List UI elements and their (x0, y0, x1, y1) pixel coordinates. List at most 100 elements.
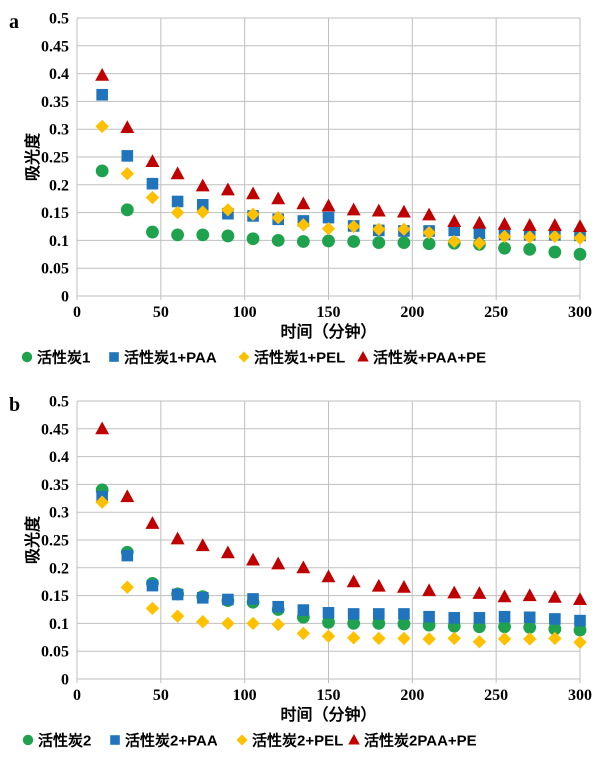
legend-item-label: 活性炭2+PEL (252, 732, 343, 750)
data-point-diamond (271, 617, 285, 632)
data-point-triangle (472, 215, 487, 229)
data-point-circle (171, 228, 185, 242)
data-point-square (247, 593, 259, 605)
data-point-square (146, 579, 159, 592)
data-point-circle (221, 229, 235, 243)
data-point-circle (372, 236, 386, 250)
data-point-square (574, 614, 586, 627)
data-point-diamond (447, 234, 461, 249)
y-tick-label: 0.5 (49, 394, 69, 411)
legend-marker-square (110, 735, 120, 745)
series-circle (95, 483, 587, 637)
y-tick-label: 0.05 (41, 261, 69, 278)
data-point-square (297, 604, 310, 616)
data-point-triangle (573, 219, 587, 233)
data-point-diamond (346, 219, 361, 234)
legend-marker-circle (21, 351, 33, 363)
data-point-triangle (145, 154, 160, 167)
y-tick-label: 0 (61, 289, 69, 306)
data-point-triangle (246, 552, 261, 566)
data-point-diamond (523, 230, 537, 244)
x-tick-label: 300 (568, 304, 592, 321)
data-point-circle (347, 235, 361, 248)
data-point-diamond (170, 205, 185, 220)
legend-marker-square (109, 352, 119, 362)
data-point-diamond (145, 190, 160, 205)
data-point-triangle (447, 214, 462, 228)
y-tick-label: 0.35 (41, 477, 69, 494)
data-point-diamond (497, 229, 512, 244)
data-point-diamond (145, 601, 160, 616)
data-point-diamond (321, 222, 336, 236)
series-triangle (95, 68, 587, 233)
data-point-diamond (523, 632, 537, 646)
data-point-diamond (196, 615, 210, 629)
y-tick-label: 0.3 (49, 505, 69, 522)
series-square (96, 490, 586, 627)
data-point-diamond (95, 119, 109, 134)
x-tick-label: 0 (73, 304, 81, 321)
data-point-triangle (422, 583, 437, 597)
x-tick-label: 100 (233, 304, 257, 321)
data-point-diamond (372, 631, 386, 646)
data-point-triangle (195, 178, 210, 192)
data-point-square (121, 150, 134, 162)
data-point-diamond (246, 616, 260, 631)
y-tick-label: 0.2 (49, 177, 69, 194)
panel-b: 0 0.05 0.1 0.15 0.2 0.25 0.3 0.35 0.4 0.45 0.5 0 50 1… (0, 383, 600, 766)
x-tick-label: 50 (153, 687, 169, 704)
panel-b-chart: 0 0.05 0.1 0.15 0.2 0.25 0.3 0.35 0.4 0.45 0.5 0 50 1… (9, 394, 592, 750)
data-point-triangle (271, 556, 286, 570)
data-point-diamond (573, 635, 587, 649)
data-point-diamond (170, 609, 185, 623)
data-point-square (171, 588, 184, 601)
legend-item-label: 活性炭+PAA+PE (373, 349, 486, 367)
data-point-triangle (497, 217, 512, 230)
data-point-square (473, 227, 486, 239)
data-point-circle (397, 617, 411, 631)
data-point-circle (296, 235, 310, 248)
data-point-triangle (573, 592, 587, 606)
data-point-triangle (371, 578, 386, 592)
data-point-triangle (522, 218, 537, 231)
data-point-circle (548, 622, 562, 636)
data-point-diamond (246, 207, 260, 221)
legend-item-label: 活性炭2 (38, 732, 91, 750)
data-point-triangle (170, 166, 185, 180)
y-tick-label: 0.1 (49, 616, 69, 633)
data-point-circle (397, 236, 411, 250)
data-point-square (222, 593, 234, 606)
data-point-triangle (547, 590, 562, 603)
data-point-circle (322, 615, 335, 629)
data-point-circle (322, 234, 335, 248)
y-tick-label: 0.45 (41, 421, 69, 438)
data-point-circle (196, 228, 210, 242)
data-point-triangle (296, 560, 311, 574)
data-point-diamond (296, 626, 311, 641)
x-tick-label: 200 (400, 687, 424, 704)
data-point-triangle (396, 204, 411, 218)
data-point-square (549, 613, 561, 625)
x-tick-label: 0 (73, 687, 81, 704)
data-point-circle (422, 237, 436, 251)
data-point-square (322, 607, 335, 619)
legend-marker-triangle (357, 351, 369, 362)
data-point-triangle (95, 421, 110, 435)
x-tick-label: 250 (484, 304, 508, 321)
data-point-square (448, 224, 461, 237)
data-point-square (473, 612, 486, 624)
data-point-triangle (220, 545, 235, 559)
data-point-square (196, 199, 209, 211)
data-point-triangle (396, 580, 411, 593)
data-point-diamond (422, 632, 436, 646)
data-point-circle (146, 225, 159, 239)
data-point-square (498, 610, 511, 623)
legend-marker-diamond (238, 351, 250, 363)
y-tick-label: 0.2 (49, 560, 69, 577)
y-tick-label: 0.35 (41, 94, 69, 111)
data-point-circle (120, 203, 134, 217)
data-point-diamond (472, 635, 487, 649)
x-tick-label: 200 (400, 304, 424, 321)
data-point-square (423, 610, 435, 623)
x-axis-title: 时间（分钟） (280, 322, 376, 341)
